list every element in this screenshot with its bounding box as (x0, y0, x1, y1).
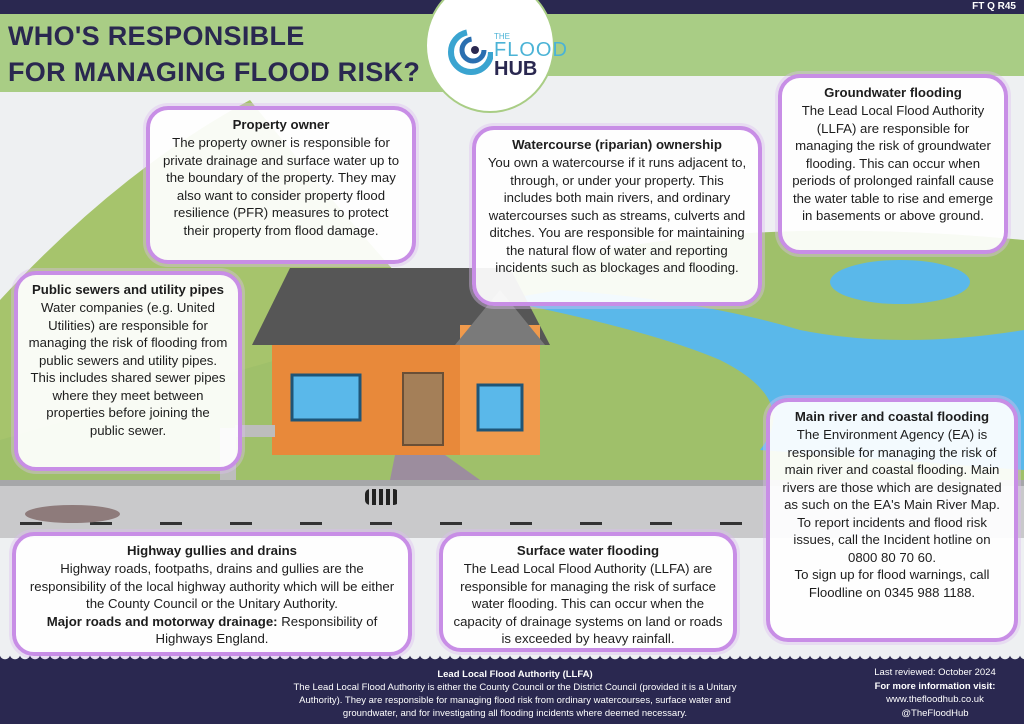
property-owner-box: Property owner The property owner is res… (146, 106, 416, 264)
box-body: To report incidents and flood risk issue… (793, 514, 991, 565)
logo-hub: HUB (494, 58, 538, 80)
page-title: WHO'S RESPONSIBLE FOR MANAGING FLOOD RIS… (8, 18, 420, 90)
box-body: The Lead Local Flood Authority (LLFA) ar… (792, 103, 994, 223)
box-title: Watercourse (riparian) ownership (512, 137, 722, 152)
box-body: The property owner is responsible for pr… (162, 135, 400, 238)
box-body: The Lead Local Flood Authority (LLFA) ar… (453, 561, 723, 646)
window (476, 383, 524, 432)
manhole (25, 505, 120, 523)
road-marking (580, 522, 602, 525)
road-marking (20, 522, 42, 525)
footer-llfa-title: Lead Local Flood Authority (LLFA) (437, 669, 593, 680)
box-title: Surface water flooding (516, 543, 660, 558)
website-link[interactable]: www.thefloodhub.co.uk (886, 694, 984, 705)
footer: Lead Local Flood Authority (LLFA) The Le… (0, 654, 1024, 724)
title-band (0, 14, 450, 92)
box-body: Responsibility of Highways England. (155, 613, 378, 647)
box-title: Main river and coastal flooding (794, 409, 990, 424)
road-marking (230, 522, 252, 525)
document-code: FT Q R45 (972, 1, 1016, 12)
box-body: Highway roads, footpaths, drains and gul… (29, 561, 395, 611)
door (402, 372, 444, 446)
title-line: WHO'S RESPONSIBLE (8, 21, 305, 51)
footer-llfa-body: The Lead Local Flood Authority is either… (293, 682, 737, 719)
social-handle[interactable]: @TheFloodHub (901, 707, 969, 719)
surface-water-box: Surface water flooding The Lead Local Fl… (439, 532, 737, 652)
highway-box: Highway gullies and drains Highway roads… (12, 532, 412, 656)
logo-flood: FLOOD (494, 39, 568, 61)
road-marking (510, 522, 532, 525)
public-sewers-box: Public sewers and utility pipes Water co… (14, 271, 242, 471)
gully-drain (365, 489, 399, 505)
road-marking (300, 522, 322, 525)
road-marking (440, 522, 462, 525)
watercourse-box: Watercourse (riparian) ownership You own… (472, 126, 762, 306)
logo-the: THE (494, 32, 510, 41)
box-body: To sign up for flood warnings, call Floo… (794, 567, 990, 600)
pond (830, 260, 970, 304)
wave-swirl-icon (448, 29, 493, 75)
title-line: FOR MANAGING FLOOD RISK? (8, 57, 421, 87)
box-body: Water companies (e.g. United Utilities) … (28, 300, 228, 438)
road-marking (720, 522, 742, 525)
road-marking (90, 522, 112, 525)
pipe (235, 425, 275, 437)
box-body: The Environment Agency (EA) is responsib… (782, 427, 1002, 512)
box-body: You own a watercourse if it runs adjacen… (487, 155, 747, 275)
box-title: Public sewers and utility pipes (31, 282, 224, 297)
window (290, 373, 362, 422)
box-title: Groundwater flooding (824, 85, 962, 100)
main-river-box: Main river and coastal flooding The Envi… (766, 398, 1018, 642)
groundwater-box: Groundwater flooding The Lead Local Floo… (778, 74, 1008, 254)
road-marking (160, 522, 182, 525)
more-info-label: For more information visit: (874, 680, 996, 692)
last-reviewed: Last reviewed: October 2024 (874, 667, 996, 678)
path (390, 455, 480, 480)
box-title: Highway gullies and drains (126, 543, 297, 558)
footer-wave (0, 654, 1024, 662)
box-title: Property owner (232, 117, 330, 132)
road-marking (650, 522, 672, 525)
road-marking (370, 522, 392, 525)
flood-hub-logo: THE FLOOD HUB (425, 0, 567, 113)
box-bold: Major roads and motorway drainage: (46, 613, 278, 629)
